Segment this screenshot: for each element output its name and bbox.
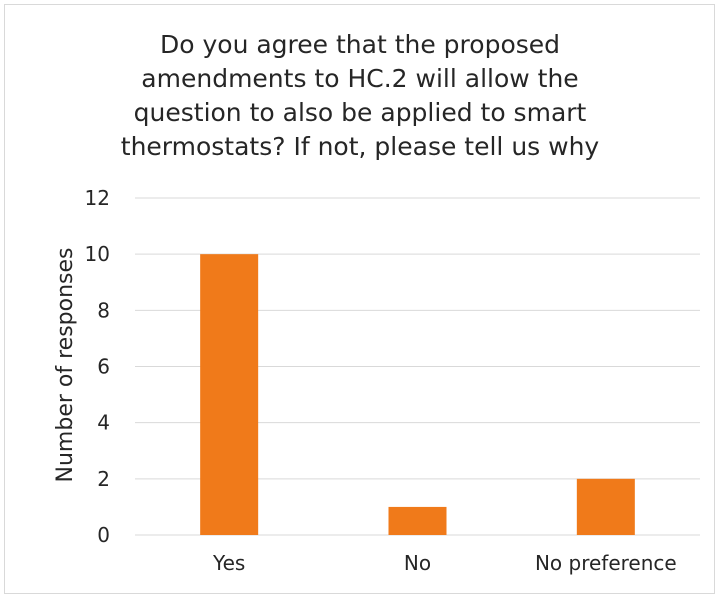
chart-title-line-4: thermostats? If not, please tell us why: [120, 132, 600, 161]
y-axis-label: Number of responses: [53, 248, 78, 483]
chart-title-line-2: amendments to HC.2 will allow the: [141, 64, 579, 93]
bar-no-preference: [576, 478, 635, 535]
chart-title: Do you agree that the proposed amendment…: [60, 28, 660, 164]
x-tick-label: No: [404, 551, 431, 575]
x-tick-label: Yes: [212, 551, 245, 575]
y-tick-label: 0: [97, 523, 110, 547]
y-tick-label: 12: [85, 186, 110, 210]
y-tick-label: 6: [97, 355, 110, 379]
bars: [200, 254, 635, 535]
x-tick-label: No preference: [535, 551, 677, 575]
y-tick-label: 10: [85, 242, 110, 266]
y-tick-label: 4: [97, 411, 110, 435]
bar-yes: [200, 254, 259, 535]
chart-title-line-1: Do you agree that the proposed: [159, 30, 561, 59]
y-tick-labels: 0 2 4 6 8 10 12: [85, 186, 110, 547]
y-tick-label: 2: [97, 467, 110, 491]
bar-no: [388, 506, 447, 535]
y-tick-label: 8: [97, 298, 110, 322]
x-tick-labels: Yes No No preference: [212, 551, 677, 575]
chart-title-line-3: question to also be applied to smart: [133, 98, 587, 127]
